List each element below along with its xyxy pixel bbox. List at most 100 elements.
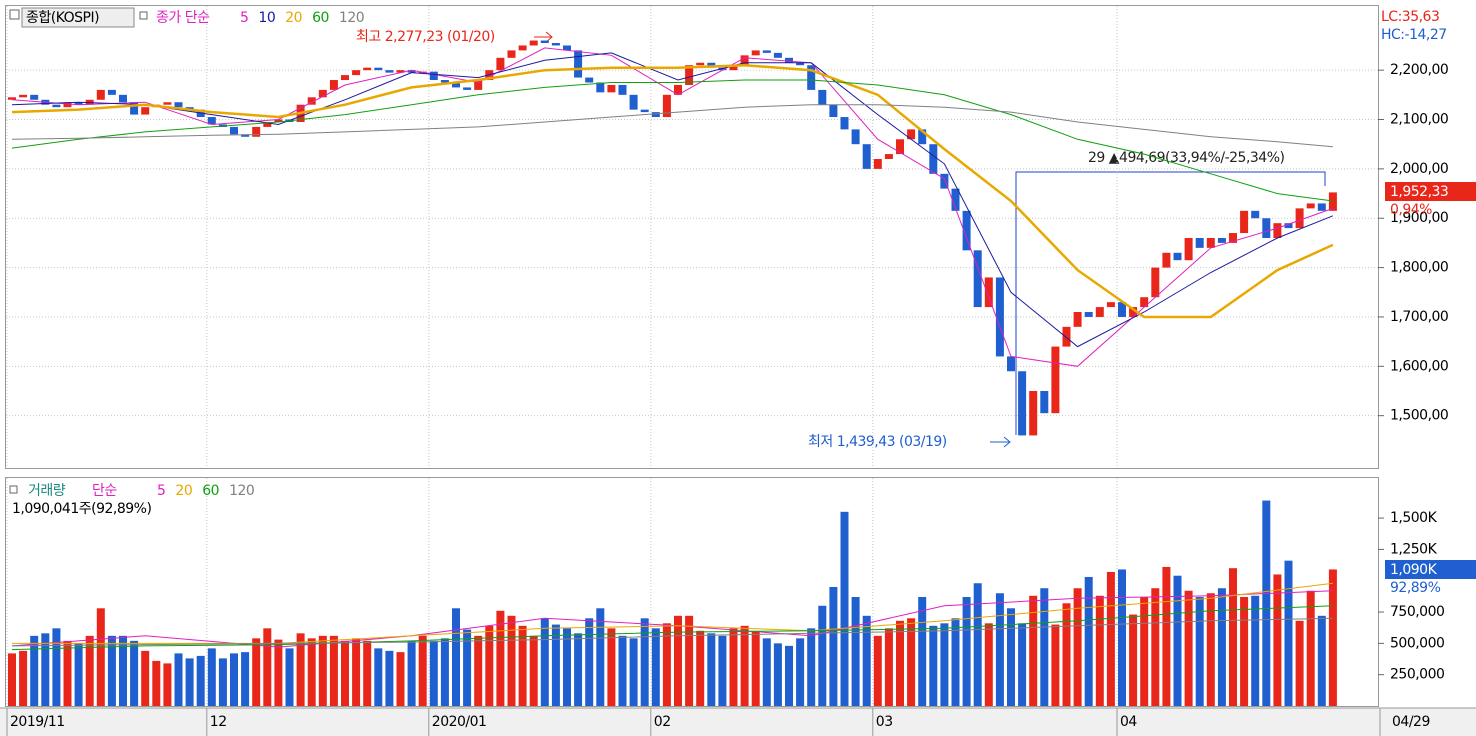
y-tick-label: 1,600,00 xyxy=(1390,358,1448,374)
volume-bar xyxy=(30,635,39,706)
volume-ma-label: 단순 xyxy=(92,483,117,499)
volume-bar xyxy=(1118,569,1126,706)
candle xyxy=(585,77,594,83)
y-tick-label: 250,000 xyxy=(1390,667,1444,683)
volume-bar xyxy=(585,618,594,706)
candle xyxy=(507,50,516,58)
candle xyxy=(452,82,460,88)
volume-bar xyxy=(440,638,449,706)
index-name: 종합(KOSPI) xyxy=(26,10,99,26)
candle xyxy=(862,144,871,169)
candle xyxy=(1240,210,1249,234)
candle xyxy=(318,89,327,98)
candle xyxy=(141,107,150,115)
candle xyxy=(796,62,805,66)
volume-bar xyxy=(374,648,383,706)
candle xyxy=(1095,307,1104,317)
low-arrow xyxy=(990,436,1011,448)
candle xyxy=(329,80,338,90)
volume-bar xyxy=(1306,590,1315,706)
icon xyxy=(139,11,148,20)
volume-bar xyxy=(796,638,805,706)
ma-line xyxy=(11,79,1333,202)
candle xyxy=(995,277,1004,357)
candle xyxy=(1273,223,1282,238)
change-label: 0,94% xyxy=(1390,202,1432,218)
candle xyxy=(163,102,172,105)
volume-bar xyxy=(596,608,605,706)
candle xyxy=(1140,297,1149,308)
candle xyxy=(1084,312,1093,317)
volume-bar xyxy=(1206,593,1215,706)
y-tick-label: 2,000,00 xyxy=(1390,161,1448,177)
candle xyxy=(651,112,660,118)
volume-bar xyxy=(296,633,305,706)
volume-info: 1,090,041주(92,89%) xyxy=(12,501,151,517)
volume-bar xyxy=(973,583,982,706)
y-tick-label: 1,800,00 xyxy=(1390,260,1448,276)
ma-line xyxy=(11,617,1333,647)
high-note: 최고 2,277,23 (01/20) xyxy=(356,29,495,45)
candle xyxy=(341,75,349,81)
volume-bar xyxy=(196,655,205,706)
last-label: 1,952,33 xyxy=(1390,184,1448,200)
last-date: 04/29 xyxy=(1392,714,1430,730)
candle xyxy=(263,121,272,127)
candle xyxy=(1106,302,1115,308)
volume-bar xyxy=(1184,590,1193,706)
candle xyxy=(407,70,416,73)
candle xyxy=(785,57,793,63)
volume-bar xyxy=(729,628,738,706)
volume-bar xyxy=(574,633,583,706)
candle xyxy=(618,84,627,95)
y-tick-label: 2,100,00 xyxy=(1390,112,1448,128)
candle xyxy=(1062,326,1071,347)
ma-line xyxy=(11,63,1334,319)
candle xyxy=(840,117,849,130)
index-box xyxy=(21,7,135,28)
volume-bar xyxy=(740,625,749,706)
volume-bar xyxy=(1073,588,1082,706)
legend-entry: 5 xyxy=(157,483,165,499)
volume-bar xyxy=(363,640,372,706)
range-note: 29 ▲494,69(33,94%/-25,34%) xyxy=(1088,150,1285,166)
volume-bar xyxy=(640,618,649,706)
volume-bar xyxy=(230,653,238,706)
candle xyxy=(729,65,738,71)
volume-bar xyxy=(85,635,94,706)
volume-bar xyxy=(1262,500,1271,706)
candle xyxy=(130,102,139,115)
candle xyxy=(674,84,682,95)
legend-entry: 20 xyxy=(285,10,302,26)
volume-pane xyxy=(5,477,1379,707)
candle xyxy=(463,87,472,90)
volume-bar xyxy=(474,635,483,706)
volume-bar xyxy=(685,615,694,706)
volume-bar xyxy=(1217,588,1226,706)
candle xyxy=(385,70,394,73)
volume-bar xyxy=(507,615,516,706)
y-tick-label: 1,900,00 xyxy=(1390,210,1448,226)
legend-entry: 20 xyxy=(175,483,192,499)
volume-bar xyxy=(1240,597,1249,706)
candle xyxy=(1206,237,1215,248)
volume-bar xyxy=(163,663,172,706)
candle xyxy=(230,126,238,135)
candle xyxy=(629,94,638,110)
volume-bar xyxy=(662,623,671,706)
volume-bar xyxy=(274,639,283,706)
candle xyxy=(574,50,583,78)
volume-ratio: 92,89% xyxy=(1390,580,1441,596)
hc: HC:-14,27 xyxy=(1381,27,1447,43)
candle xyxy=(740,55,749,66)
candle xyxy=(19,94,28,98)
x-tick-label: 03 xyxy=(876,714,893,730)
volume-bar xyxy=(307,638,316,706)
volume-bar xyxy=(529,635,538,706)
candle xyxy=(396,70,405,73)
volume-bar xyxy=(1007,608,1015,706)
legend-entry: 120 xyxy=(339,10,364,26)
x-tick-label: 2019/11 xyxy=(10,714,65,730)
candle xyxy=(1295,208,1304,229)
